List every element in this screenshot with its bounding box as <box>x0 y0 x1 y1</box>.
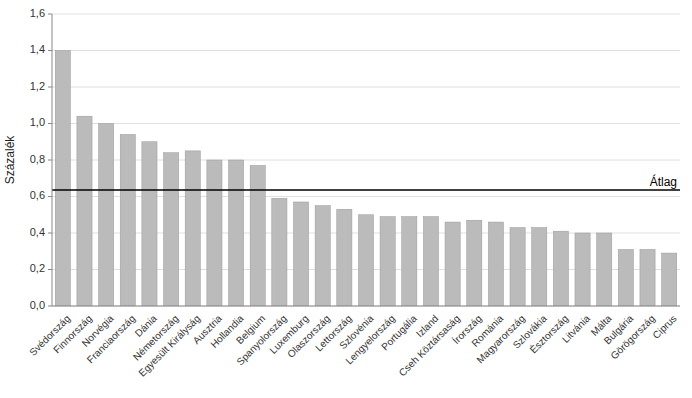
x-tick-label: Görögország <box>608 313 657 362</box>
bar <box>532 228 547 306</box>
grid-line <box>52 14 680 15</box>
bar <box>553 231 568 306</box>
y-tick <box>48 196 52 197</box>
y-axis-line <box>52 14 53 306</box>
bar <box>445 222 460 306</box>
x-tick-label: Franciaország <box>85 313 138 366</box>
bars <box>55 51 677 307</box>
y-tick-label: 1,6 <box>30 7 45 19</box>
y-tick <box>48 269 52 270</box>
bar <box>575 233 590 306</box>
bar <box>423 217 438 306</box>
grid-line <box>52 87 680 88</box>
bar <box>618 249 633 306</box>
x-axis: SvédországFinnországNorvégiaFranciaorszá… <box>27 312 678 379</box>
y-tick-label: 0,6 <box>30 189 45 201</box>
bar <box>77 116 92 306</box>
bar <box>488 222 503 306</box>
grid-line <box>52 50 680 51</box>
chart: 0,0 0,2 0,4 0,6 0,8 1,0 1,2 1,4 1,6 Százalék Átlag… <box>0 0 692 398</box>
bar <box>228 160 243 306</box>
average-label: Átlag <box>650 174 677 189</box>
x-tick-label: Egyesült Királyság <box>136 313 202 379</box>
y-tick <box>48 87 52 88</box>
bar <box>272 198 287 306</box>
grid-line <box>52 306 680 307</box>
y-tick-label: 0,0 <box>30 299 45 311</box>
bar <box>380 217 395 306</box>
bar <box>185 151 200 306</box>
x-tick-label: Litvánia <box>560 312 592 344</box>
y-tick <box>48 123 52 124</box>
bar <box>662 253 677 306</box>
average-line <box>52 189 680 191</box>
x-tick-label: Ciprus <box>650 313 678 341</box>
bar <box>164 153 179 306</box>
bar <box>120 134 135 306</box>
grid-line <box>52 123 680 124</box>
y-tick <box>48 14 52 15</box>
bar <box>142 142 157 306</box>
page: {"chart_data": { "type": "bar", "y_label… <box>0 0 692 398</box>
y-tick-label: 0,8 <box>30 153 45 165</box>
y-tick-label: 0,2 <box>30 262 45 274</box>
x-tick-label: Portugália <box>379 312 419 352</box>
bar <box>640 249 655 306</box>
y-tick-label: 1,0 <box>30 116 45 128</box>
y-axis: 0,0 0,2 0,4 0,6 0,8 1,0 1,2 1,4 1,6 <box>30 7 52 311</box>
bar <box>337 209 352 306</box>
bar <box>358 215 373 306</box>
y-axis-label: Százalék <box>3 135 17 185</box>
bar <box>207 160 222 306</box>
bar <box>315 206 330 306</box>
y-tick <box>48 233 52 234</box>
bar <box>55 51 70 307</box>
y-tick-label: 0,4 <box>30 226 45 238</box>
bar <box>597 233 612 306</box>
x-axis-line <box>52 306 680 307</box>
y-tick <box>48 160 52 161</box>
y-tick <box>48 306 52 307</box>
x-tick-label: Cseh Köztársaság <box>397 313 463 379</box>
bar <box>467 220 482 306</box>
bar <box>250 165 265 306</box>
y-tick <box>48 50 52 51</box>
y-tick-label: 1,4 <box>30 43 45 55</box>
bar <box>402 217 417 306</box>
y-tick-label: 1,2 <box>30 80 45 92</box>
average <box>52 190 680 191</box>
grid <box>52 14 680 306</box>
bar <box>99 124 114 307</box>
bar <box>293 202 308 306</box>
bar <box>510 228 525 306</box>
